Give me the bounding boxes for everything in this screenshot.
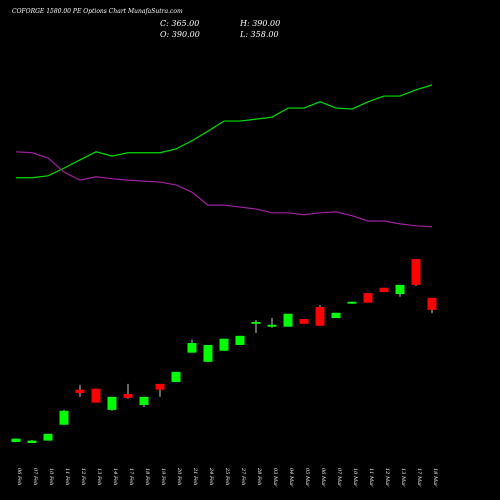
x-tick-label: 11 Feb (64, 468, 70, 485)
candle-body (59, 410, 69, 425)
x-tick-label: 12 Mar (384, 468, 390, 487)
x-tick-label: 21 Feb (192, 467, 198, 485)
x-tick-label: 03 Mar (272, 468, 278, 487)
x-tick-label: 07 Mar (336, 468, 342, 487)
low-label: L: 358.00 (239, 30, 279, 39)
x-tick-label: 11 Mar (368, 468, 374, 487)
candle-body (427, 297, 437, 310)
x-tick-label: 20 Feb (176, 467, 182, 485)
candle-body (11, 438, 21, 443)
candle-body (187, 343, 197, 353)
candle-body (315, 307, 325, 326)
x-tick-label: 18 Feb (144, 468, 150, 485)
indicator-line (15, 151, 433, 228)
x-tick-label: 24 Feb (208, 467, 214, 485)
x-tick-label: 10 Feb (48, 468, 54, 485)
candle-body (107, 396, 117, 410)
chart-title: COFORGE 1580.00 PE Options Chart MunafaS… (12, 8, 183, 15)
x-tick-label: 07 Feb (32, 468, 38, 485)
candle-body (267, 324, 277, 327)
candle-body (27, 440, 37, 443)
x-tick-label: 18 Mar (432, 468, 438, 487)
candle-body (171, 371, 181, 382)
x-tick-label: 04 Mar (288, 468, 294, 487)
x-tick-label: 12 Feb (80, 468, 86, 485)
x-tick-label: 06 Feb (16, 468, 22, 485)
x-tick-label: 14 Feb (112, 468, 118, 485)
x-tick-label: 19 Feb (160, 468, 166, 485)
x-tick-label: 05 Mar (304, 468, 310, 487)
candle-body (91, 388, 101, 403)
candle-body (75, 389, 85, 394)
x-tick-label: 13 Mar (400, 468, 406, 487)
candle-body (155, 383, 165, 390)
x-tick-label: 06 Mar (320, 468, 326, 487)
candle-body (347, 301, 357, 304)
candle-body (331, 312, 341, 319)
candle-body (283, 313, 293, 327)
candle-body (43, 433, 53, 441)
open-label: O: 390.00 (160, 30, 200, 39)
candle-body (123, 393, 133, 398)
candle-body (299, 319, 309, 324)
candle-body (379, 287, 389, 293)
x-tick-label: 27 Feb (240, 467, 246, 485)
x-tick-label: 17 Feb (128, 468, 134, 485)
candle-body (203, 344, 213, 362)
x-tick-label: 28 Feb (256, 467, 262, 485)
candle-body (395, 284, 405, 295)
candle-body (411, 258, 421, 285)
high-label: H: 390.00 (239, 19, 280, 28)
x-tick-label: 25 Feb (224, 467, 230, 485)
candle-body (235, 335, 245, 345)
candle-body (139, 396, 149, 406)
close-label: C: 365.00 (160, 19, 199, 28)
candle-body (363, 293, 373, 303)
x-tick-label: 13 Feb (96, 468, 102, 485)
x-tick-label: 10 Mar (352, 468, 358, 487)
candle-body (219, 338, 229, 351)
x-tick-label: 17 Mar (416, 468, 422, 487)
candle-body (251, 321, 261, 324)
indicator-line (16, 84, 433, 179)
